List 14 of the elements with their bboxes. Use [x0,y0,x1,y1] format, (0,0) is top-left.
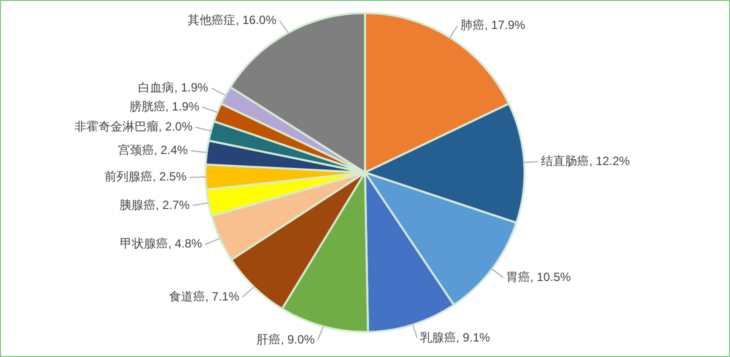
slice-label: 食道癌, 7.1% [169,289,240,304]
slice-label: 前列腺癌, 2.5% [104,170,187,184]
slice-label: 胃癌, 10.5% [506,270,572,284]
slice-label: 肝癌, 9.0% [256,332,316,346]
slice-label: 甲状腺癌, 4.8% [120,236,202,251]
slice-label: 结直肠癌, 12.2% [541,154,630,168]
slice-label: 宫颈癌, 2.4% [118,143,188,158]
slice-label: 肺癌, 17.9% [460,18,526,32]
slice-label: 胰腺癌, 2.7% [120,198,190,212]
slice-label: 非霍奇金淋巴瘤, 2.0% [74,120,193,134]
slice-label: 乳腺癌, 9.1% [420,330,490,344]
slice-label: 其他癌症, 16.0% [188,12,277,27]
slice-label: 膀胱癌, 1.9% [129,99,200,114]
slice-label: 白血病, 1.9% [138,80,209,94]
